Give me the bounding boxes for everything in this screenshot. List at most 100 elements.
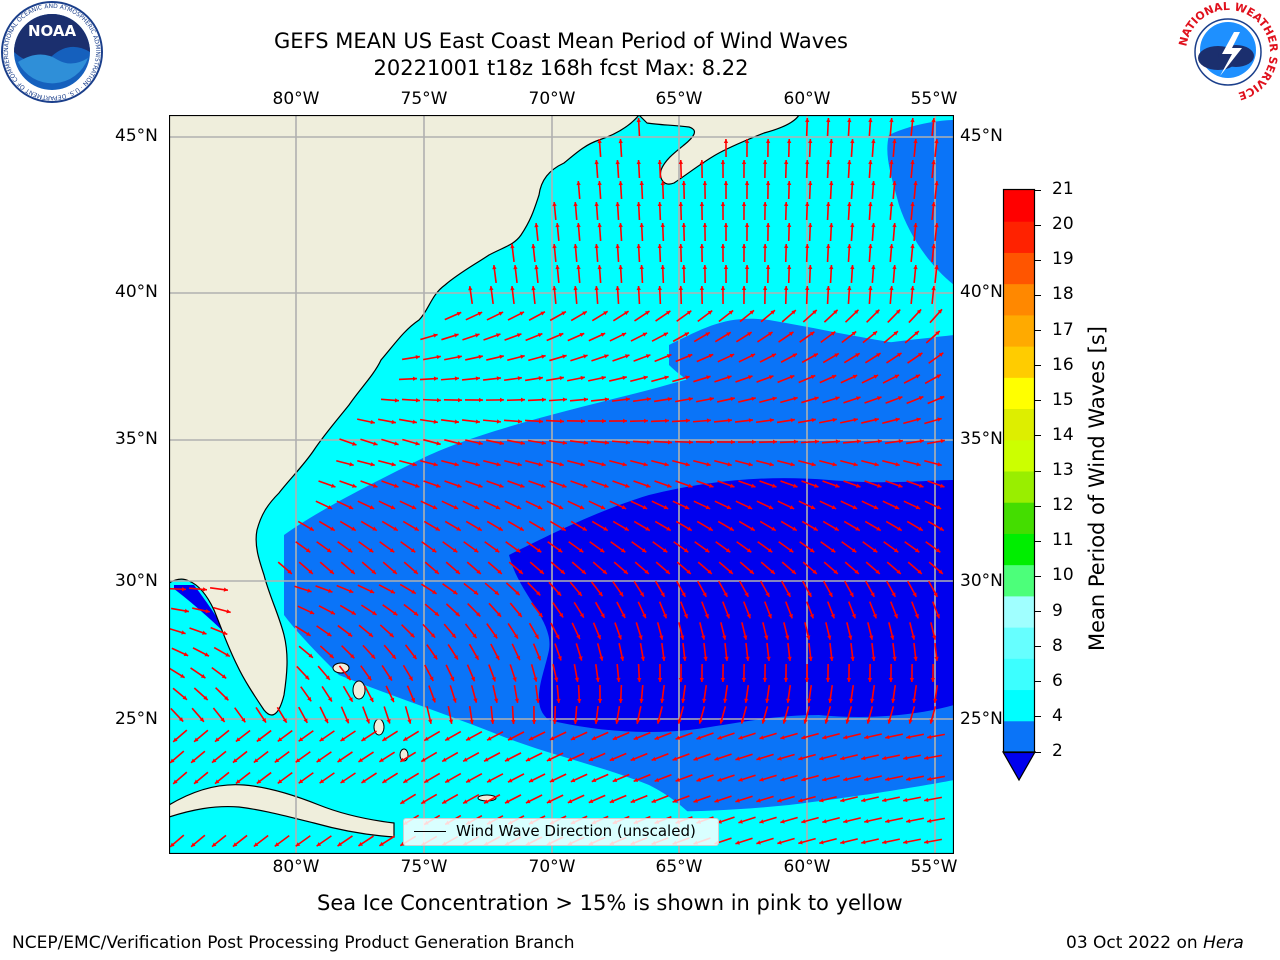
wind-wave-arrow-head xyxy=(358,757,363,762)
wind-wave-arrow-head xyxy=(536,655,541,661)
lat-label-left-30n: 30°N xyxy=(115,571,158,591)
wind-wave-arrow-head xyxy=(636,244,641,249)
wind-wave-arrow-head xyxy=(896,569,901,574)
wind-wave-arrow-head xyxy=(819,756,824,761)
wind-wave-arrow-head xyxy=(897,353,902,358)
wind-wave-arrow-head xyxy=(499,483,504,488)
wind-wave-arrow-head xyxy=(540,526,545,531)
wind-wave-arrow-head xyxy=(274,758,280,763)
wind-wave-arrow-head xyxy=(724,656,729,661)
wind-wave-arrow-head xyxy=(780,819,785,824)
wind-wave-arrow-head xyxy=(855,353,860,358)
wind-wave-arrow-head xyxy=(744,698,749,703)
wind-wave-arrow-head xyxy=(615,286,620,291)
wind-wave-arrow-head xyxy=(853,462,858,467)
wind-wave-arrow-head xyxy=(477,311,483,316)
wind-wave-arrow-head xyxy=(507,778,513,783)
wind-wave-arrow-head xyxy=(603,526,608,531)
wind-wave-arrow-head xyxy=(741,286,747,290)
wind-wave-arrow-head xyxy=(871,265,876,270)
wind-wave-arrow-head xyxy=(330,526,335,531)
wind-wave-arrow-head xyxy=(808,656,813,661)
wind-wave-arrow-head xyxy=(765,139,771,143)
wind-wave-arrow-head xyxy=(604,397,609,402)
wind-wave-arrow-head xyxy=(562,483,567,488)
wind-wave-arrow-head xyxy=(723,223,729,227)
wind-wave-arrow-head xyxy=(453,505,459,510)
wind-wave-arrow-head xyxy=(725,613,730,619)
wind-wave-arrow-head xyxy=(678,678,684,682)
wind-wave-arrow-head xyxy=(347,548,353,553)
wind-wave-arrow-head xyxy=(621,613,626,619)
wind-wave-arrow-head xyxy=(808,223,813,228)
wind-wave-arrow-head xyxy=(826,118,831,123)
wind-wave-arrow-head xyxy=(348,697,353,702)
wind-wave-arrow-head xyxy=(352,483,357,488)
wind-wave-arrow-head xyxy=(513,634,518,639)
colorbar-segment xyxy=(1004,252,1034,285)
legend-label: Wind Wave Direction (unscaled) xyxy=(456,822,696,840)
wind-wave-arrow-head xyxy=(400,757,405,762)
wind-wave-arrow-head xyxy=(232,758,238,763)
wind-wave-arrow-head xyxy=(830,613,835,619)
wind-wave-arrow-head xyxy=(473,548,479,553)
wind-wave-arrow-head xyxy=(666,354,672,359)
wind-wave-arrow-head xyxy=(766,656,771,661)
wind-wave-arrow-head xyxy=(433,462,438,467)
wind-wave-arrow-head xyxy=(814,396,819,401)
wind-wave-arrow-head xyxy=(205,608,210,614)
lat-label-right-45n: 45°N xyxy=(960,126,1003,146)
wind-wave-arrow-head xyxy=(786,181,792,186)
wind-wave-arrow-head xyxy=(615,244,620,249)
wind-wave-arrow-head xyxy=(599,656,604,661)
wind-wave-arrow-head xyxy=(182,695,187,700)
wind-wave-arrow-head xyxy=(410,548,416,553)
wind-wave-arrow-head xyxy=(591,736,597,741)
wind-wave-arrow-head xyxy=(601,375,606,381)
wind-wave-arrow-head xyxy=(765,223,771,227)
wind-wave-arrow-head xyxy=(181,630,186,635)
wind-wave-arrow-head xyxy=(660,265,665,270)
wind-wave-arrow-head xyxy=(435,526,440,531)
wind-wave-arrow-head xyxy=(475,419,480,424)
wind-wave-arrow-head xyxy=(594,719,599,724)
wind-wave-arrow-head xyxy=(933,592,938,597)
wind-wave-arrow-head xyxy=(847,202,852,207)
wind-wave-arrow-head xyxy=(910,286,915,291)
wind-wave-arrow-head xyxy=(744,265,750,269)
wind-wave-arrow-head xyxy=(555,634,560,639)
wind-wave-arrow-head xyxy=(558,505,564,510)
wind-wave-arrow-head xyxy=(520,397,525,402)
wind-wave-arrow-head xyxy=(541,354,546,359)
wind-wave-arrow-head xyxy=(851,613,856,619)
wind-wave-arrow-head xyxy=(852,505,858,510)
colorbar-tick-mark xyxy=(1035,365,1041,367)
wind-wave-arrow-head xyxy=(717,777,722,782)
wind-wave-arrow-head xyxy=(699,202,705,206)
wind-wave-arrow-head xyxy=(576,181,581,186)
wind-wave-arrow-head xyxy=(677,719,682,724)
lon-label-bottom-55w: 55°W xyxy=(910,857,958,877)
wind-wave-arrow-head xyxy=(659,635,664,640)
wind-wave-arrow-head xyxy=(639,223,644,228)
wind-wave-arrow-head xyxy=(490,719,495,724)
wind-wave-arrow-head xyxy=(594,202,599,207)
wind-wave-arrow-head xyxy=(223,587,228,592)
wind-wave-arrow-head xyxy=(528,736,534,741)
wind-wave-arrow-head xyxy=(577,591,582,596)
wind-wave-arrow-head xyxy=(562,440,567,445)
wind-wave-arrow-head xyxy=(256,779,262,784)
wind-wave-arrow-head xyxy=(412,376,417,381)
wind-wave-arrow-head xyxy=(442,799,447,804)
colorbar-segment xyxy=(1004,314,1034,347)
wind-wave-arrow-head xyxy=(194,737,199,742)
wind-wave-arrow-head xyxy=(541,440,546,445)
wind-wave-arrow-head xyxy=(777,756,782,761)
colorbar-segment xyxy=(1004,439,1034,472)
wind-wave-arrow-head xyxy=(495,505,501,510)
wind-wave-arrow-head xyxy=(873,374,879,379)
wind-wave-arrow-head xyxy=(843,819,848,824)
wind-wave-arrow-head xyxy=(635,719,641,724)
wind-wave-arrow-head xyxy=(496,612,502,617)
wind-wave-arrow-head xyxy=(786,265,792,270)
